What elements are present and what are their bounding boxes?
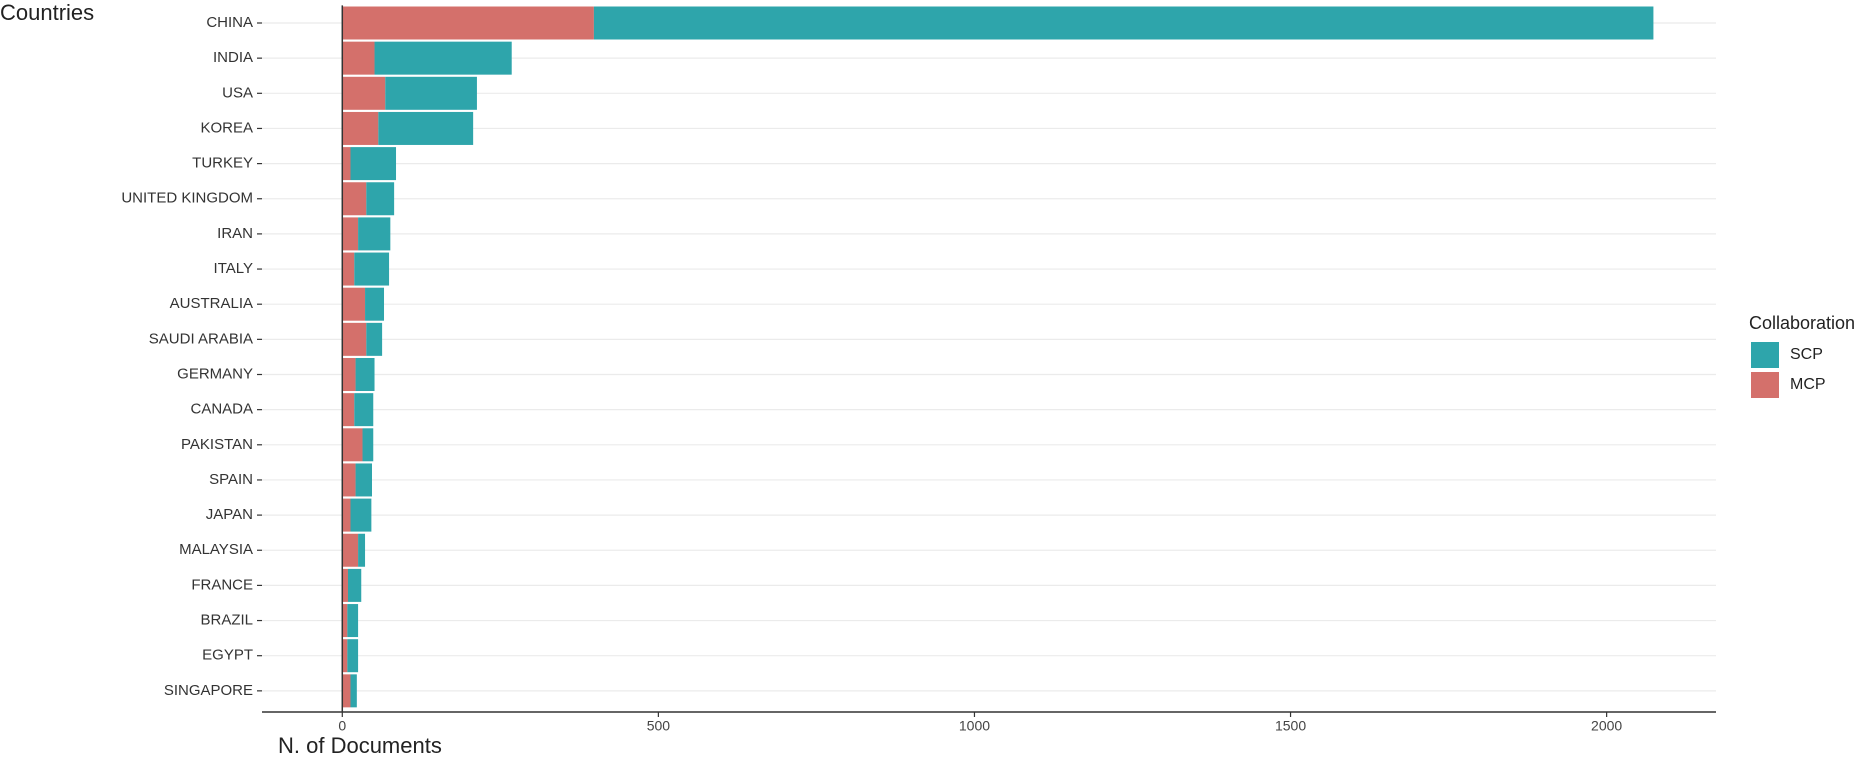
y-tick-label: USA (222, 84, 253, 101)
bar-segment (593, 6, 1654, 40)
bar-segment (342, 217, 359, 251)
bar-segment (342, 639, 348, 673)
y-tick-label: SINGAPORE (164, 682, 253, 699)
bar-segment (342, 568, 348, 602)
bar-segment (342, 76, 386, 110)
bar-segment (362, 428, 374, 462)
y-tick-label: TURKEY (192, 155, 253, 172)
bar-segment (342, 393, 355, 427)
bar-segment (350, 674, 357, 708)
y-tick-label: INDIA (213, 49, 253, 66)
legend-key (1751, 372, 1779, 398)
bar-segment (342, 463, 356, 497)
y-tick-label: FRANCE (191, 576, 253, 593)
bar-segment (342, 182, 367, 216)
y-tick-label: UNITED KINGDOM (121, 190, 253, 207)
bar-segment (342, 604, 348, 638)
bar-segment (378, 111, 474, 145)
bar-segment (342, 111, 379, 145)
bar-segment (342, 6, 594, 40)
bar-segment (342, 322, 367, 356)
bar-segment (342, 358, 356, 391)
bar-segment (342, 498, 351, 532)
bar-segment (366, 182, 395, 216)
y-tick-label: JAPAN (206, 506, 253, 523)
y-tick-label: CANADA (190, 401, 253, 418)
bar-segment (354, 393, 374, 427)
x-tick-label: 1000 (959, 718, 990, 734)
y-axis-title: Countries (0, 0, 94, 25)
y-tick-label: BRAZIL (200, 612, 253, 629)
bar-segment (347, 639, 359, 673)
bar-segment (365, 287, 385, 321)
y-tick-label: ITALY (214, 260, 253, 277)
bar-segment (342, 41, 375, 75)
bar-segment (350, 498, 372, 532)
legend-label: SCP (1790, 346, 1823, 363)
bar-segment (374, 41, 512, 75)
x-tick-label: 500 (647, 718, 671, 734)
y-tick-label: CHINA (206, 14, 253, 31)
x-axis-title: N. of Documents (278, 733, 442, 758)
bar-segment (347, 568, 362, 602)
legend-key (1751, 342, 1779, 368)
y-tick-label: MALAYSIA (179, 541, 253, 558)
bar-segment (358, 217, 391, 251)
y-tick-label: AUSTRALIA (170, 295, 253, 312)
bar-segment (342, 674, 351, 708)
y-tick-label: GERMANY (177, 365, 253, 382)
y-tick-label: SPAIN (209, 471, 253, 488)
y-tick-label: SAUDI ARABIA (149, 330, 253, 347)
bar-segment (342, 533, 359, 567)
y-tick-label: KOREA (200, 119, 253, 136)
bar-segment (355, 463, 372, 497)
bar-segment (385, 76, 477, 110)
y-tick-label: IRAN (217, 225, 253, 242)
bar-segment (342, 252, 355, 286)
y-tick-label: PAKISTAN (181, 436, 253, 453)
bar-segment (354, 252, 390, 286)
bar-segment (355, 358, 375, 391)
bar-segment (342, 287, 366, 321)
y-tick-label: EGYPT (202, 647, 253, 664)
bar-segment (342, 147, 351, 181)
bar-segment (366, 322, 383, 356)
bar-segment (350, 147, 397, 181)
x-tick-label: 1500 (1275, 718, 1306, 734)
bar-segment (342, 428, 363, 462)
legend-title: Collaboration (1749, 313, 1855, 333)
bar-segment (358, 533, 366, 567)
x-tick-label: 0 (338, 718, 346, 734)
x-tick-label: 2000 (1591, 718, 1622, 734)
bar-segment (347, 604, 359, 638)
legend-label: MCP (1790, 376, 1826, 393)
